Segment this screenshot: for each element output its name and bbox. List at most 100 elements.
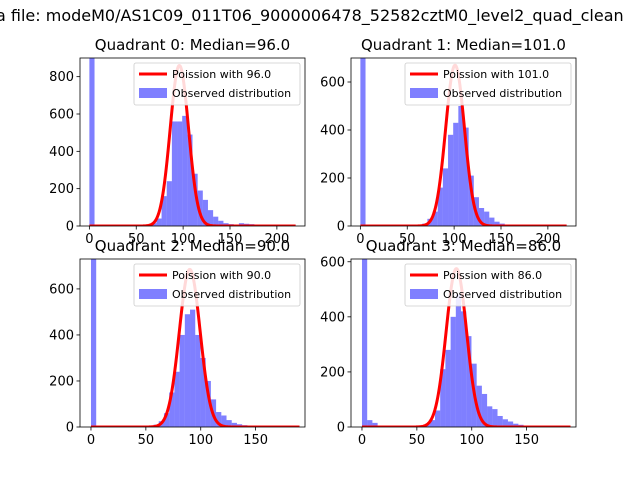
histogram-bar	[205, 380, 211, 427]
histogram-bar	[502, 419, 508, 427]
subplot-1: 0 50 100 150 200 0 200 400 600 Quadrant 1: Median…	[320, 36, 577, 247]
histogram-bar	[448, 134, 454, 226]
poisson-curve	[359, 63, 568, 226]
y-tick-label: 800	[49, 70, 74, 85]
y-tick-label: 600	[49, 282, 74, 297]
histogram-bar	[445, 349, 451, 427]
x-tick-label: 0	[358, 433, 366, 448]
histogram-bar	[429, 420, 435, 427]
histogram-bar	[216, 412, 222, 427]
histogram-bar	[434, 410, 441, 427]
y-tick-label: 400	[49, 145, 74, 160]
legend-label-poisson: Poission with 96.0	[172, 68, 271, 81]
histogram-bar	[440, 369, 446, 427]
x-tick-label: 150	[489, 232, 514, 247]
x-tick-label: 100	[442, 232, 467, 247]
y-tick-label: 200	[320, 172, 345, 187]
x-tick-label: 200	[264, 232, 289, 247]
y-tick-label: 0	[66, 421, 74, 436]
legend-label-observed: Observed distribution	[443, 288, 562, 301]
x-tick-label: 50	[409, 433, 426, 448]
x-tick-label: 50	[128, 232, 145, 247]
y-tick-label: 200	[49, 182, 74, 197]
legend: Poission with 101.0 Observed distribution	[404, 62, 572, 106]
x-tick-label: 0	[87, 433, 95, 448]
histogram-bar	[171, 121, 178, 226]
histogram-bar	[492, 409, 498, 427]
x-tick-label: 0	[356, 232, 364, 247]
x-tick-label: 100	[188, 433, 213, 448]
histogram-bar	[442, 168, 449, 226]
y-tick-label: 600	[320, 76, 345, 91]
histogram-bar	[497, 415, 503, 427]
histogram-bar	[478, 208, 485, 226]
histogram-bar	[513, 423, 519, 427]
subplot-title: Quadrant 1: Median=101.0	[361, 36, 566, 54]
histogram-bar	[466, 336, 472, 427]
axes-frame	[350, 57, 577, 227]
legend-label-poisson: Poission with 86.0	[443, 269, 542, 282]
histogram-bar	[361, 259, 368, 427]
y-tick-label: 600	[49, 108, 74, 123]
x-tick-label: 50	[399, 232, 416, 247]
legend-box	[404, 263, 572, 307]
histogram-bar	[372, 422, 378, 427]
histogram-bar	[166, 181, 172, 226]
x-tick-label: 100	[171, 232, 196, 247]
histogram-bar	[182, 115, 188, 226]
histogram-bar	[195, 334, 201, 427]
histogram-bar	[218, 220, 224, 226]
histogram-bar	[481, 393, 488, 427]
histogram-bar	[184, 314, 191, 427]
histogram-bar	[89, 58, 95, 226]
histogram-bar	[163, 413, 170, 427]
histogram-bar	[507, 421, 514, 427]
axes-frame	[79, 258, 306, 428]
histogram-bar	[487, 406, 493, 427]
histogram-bar	[494, 221, 500, 226]
axes-frame	[350, 258, 577, 428]
histogram-bar	[468, 175, 474, 226]
y-tick-label: 0	[337, 220, 345, 235]
subplot-2: 0 50 100 150 0 200 400 600 Quadrant 2: Median=90…	[49, 237, 306, 448]
legend: Poission with 96.0 Observed distribution	[133, 62, 301, 106]
legend-patch-swatch	[139, 289, 167, 299]
histogram-bar	[489, 217, 495, 226]
x-tick-label: 150	[243, 433, 268, 448]
histogram-bar	[231, 422, 237, 427]
subplot-title: Quadrant 2: Median=90.0	[95, 237, 290, 255]
histogram-bar	[461, 311, 467, 427]
x-tick-label: 100	[459, 433, 484, 448]
histogram-bar	[226, 420, 232, 427]
histogram-bar	[360, 58, 366, 226]
legend-label-poisson: Poission with 90.0	[172, 269, 271, 282]
y-tick-label: 0	[337, 421, 345, 436]
histogram-bar	[450, 316, 456, 427]
subplot-title: Quadrant 3: Median=86.0	[366, 237, 561, 255]
y-tick-label: 0	[66, 220, 74, 235]
x-tick-label: 50	[138, 433, 155, 448]
subplot-0: 0 50 100 150 200 0 200 400 600 800 Quadrant 0: Med…	[49, 36, 306, 247]
legend: Poission with 86.0 Observed distribution	[404, 263, 572, 307]
x-tick-label: 0	[85, 232, 93, 247]
histogram-bar	[190, 309, 196, 427]
legend-patch-swatch	[139, 88, 167, 98]
histogram-bar	[192, 173, 198, 226]
axes-frame	[79, 57, 306, 227]
y-tick-label: 400	[320, 310, 345, 325]
plot-area	[361, 259, 572, 427]
legend-label-observed: Observed distribution	[172, 87, 291, 100]
histogram-bar	[221, 415, 227, 427]
legend-label-observed: Observed distribution	[443, 87, 562, 100]
figure-suptitle: a file: modeM0/AS1C09_011T06_9000006478_…	[0, 6, 624, 26]
legend-box	[133, 62, 301, 106]
subplot-grid: 0 50 100 150 200 0 200 400 600 800 Quadrant 0: Med…	[49, 36, 577, 448]
histogram-bar	[174, 371, 180, 427]
histogram-bar	[458, 106, 464, 226]
legend-label-poisson: Poission with 101.0	[443, 68, 549, 81]
histogram-bar	[484, 211, 490, 226]
subplot-3: 0 50 100 150 0 200 400 600 Quadrant 3: Median=86…	[320, 237, 577, 448]
x-tick-label: 150	[218, 232, 243, 247]
histogram-bar	[187, 134, 193, 226]
